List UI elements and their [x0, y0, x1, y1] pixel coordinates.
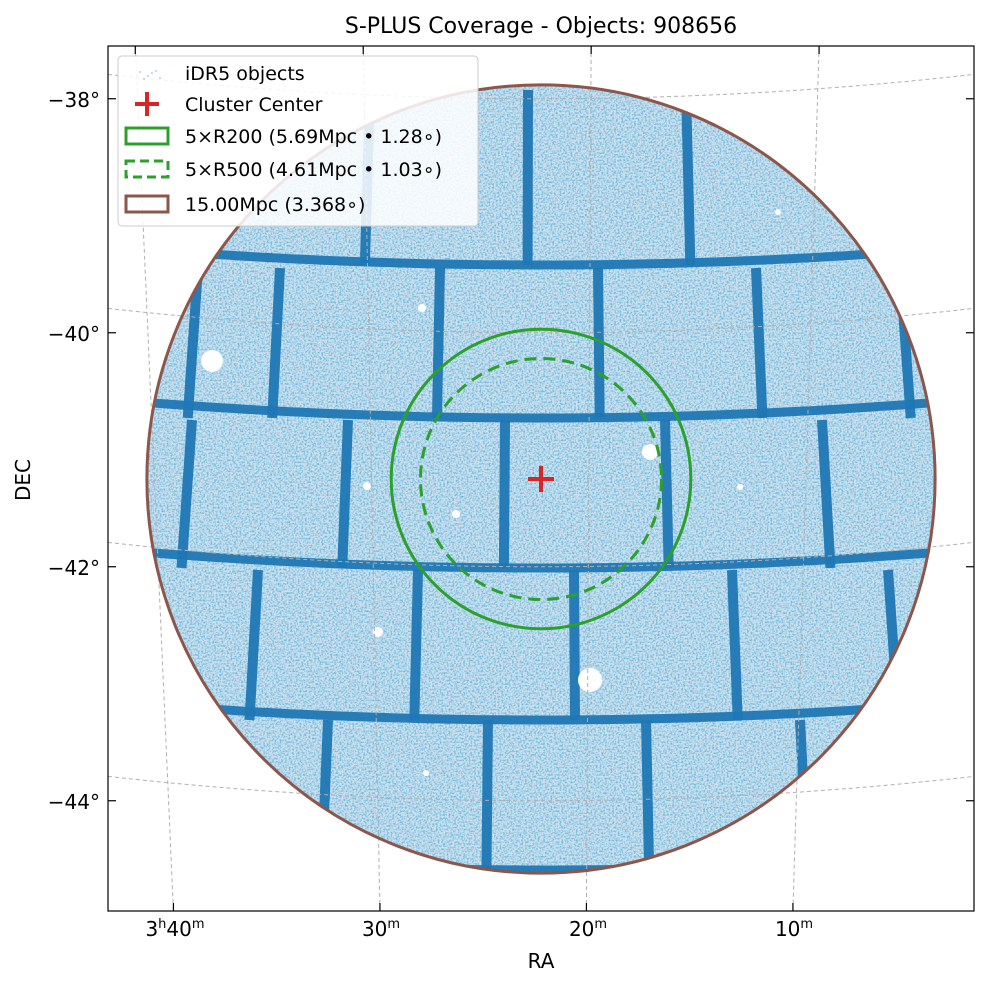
y-tick-label: −40° [48, 322, 100, 346]
legend-label: iDR5 objects [185, 63, 305, 85]
y-tick-label: −42° [48, 556, 100, 580]
coordinate-grid [108, 46, 973, 911]
legend-item-objects: iDR5 objects [139, 63, 305, 85]
legend-15mpc-swatch [124, 194, 170, 214]
legend-item-r500: 5×R500 (4.61Mpc • 1.03∘) [124, 159, 442, 181]
y-tick-labels: −38° −40° −42° −44° [48, 88, 100, 814]
cluster-center-marker [528, 466, 554, 492]
x-axis-label: RA [528, 949, 555, 973]
bright-star-holes [201, 209, 781, 776]
y-tick-label: −38° [48, 88, 100, 112]
grid-line-dec [108, 541, 973, 568]
grid-line-dec [108, 775, 973, 802]
legend-points-swatch [139, 70, 161, 80]
chart-title: S-PLUS Coverage - Objects: 908656 [345, 14, 737, 39]
legend-frame [117, 55, 479, 227]
circle-5xr500 [419, 357, 663, 601]
legend-item-15mpc: 15.00Mpc (3.368∘) [124, 194, 365, 216]
x-tick-labels: 3h40m 30m 20m 10m [145, 917, 813, 941]
x-tick-label: 30m [362, 917, 400, 941]
y-tick-label: −44° [48, 790, 100, 814]
legend-label: 5×R200 (5.69Mpc • 1.28∘) [185, 126, 442, 148]
x-tick-label: 10m [775, 917, 813, 941]
grid-line-dec [108, 73, 973, 100]
legend-label: Cluster Center [185, 94, 323, 116]
plot-area [108, 46, 974, 911]
legend-r500-swatch [124, 159, 170, 179]
legend-center-swatch [135, 92, 159, 116]
legend-label: 15.00Mpc (3.368∘) [185, 194, 365, 216]
axes-frame [107, 45, 975, 912]
axis-ticks [108, 46, 974, 911]
circle-15mpc [145, 83, 937, 875]
legend: iDR5 objects Cluster Center 5×R200 (5.69… [117, 55, 479, 227]
legend-r200-swatch [124, 126, 170, 146]
legend-label: 5×R500 (4.61Mpc • 1.03∘) [185, 159, 442, 181]
x-tick-label: 20m [569, 917, 607, 941]
grid-line-dec [108, 307, 973, 334]
x-tick-label: 3h40m [145, 917, 204, 941]
y-axis-label: DEC [11, 459, 35, 501]
legend-item-center: Cluster Center [135, 92, 323, 116]
circle-5xr200 [389, 327, 693, 631]
legend-item-r200: 5×R200 (5.69Mpc • 1.28∘) [124, 126, 442, 148]
